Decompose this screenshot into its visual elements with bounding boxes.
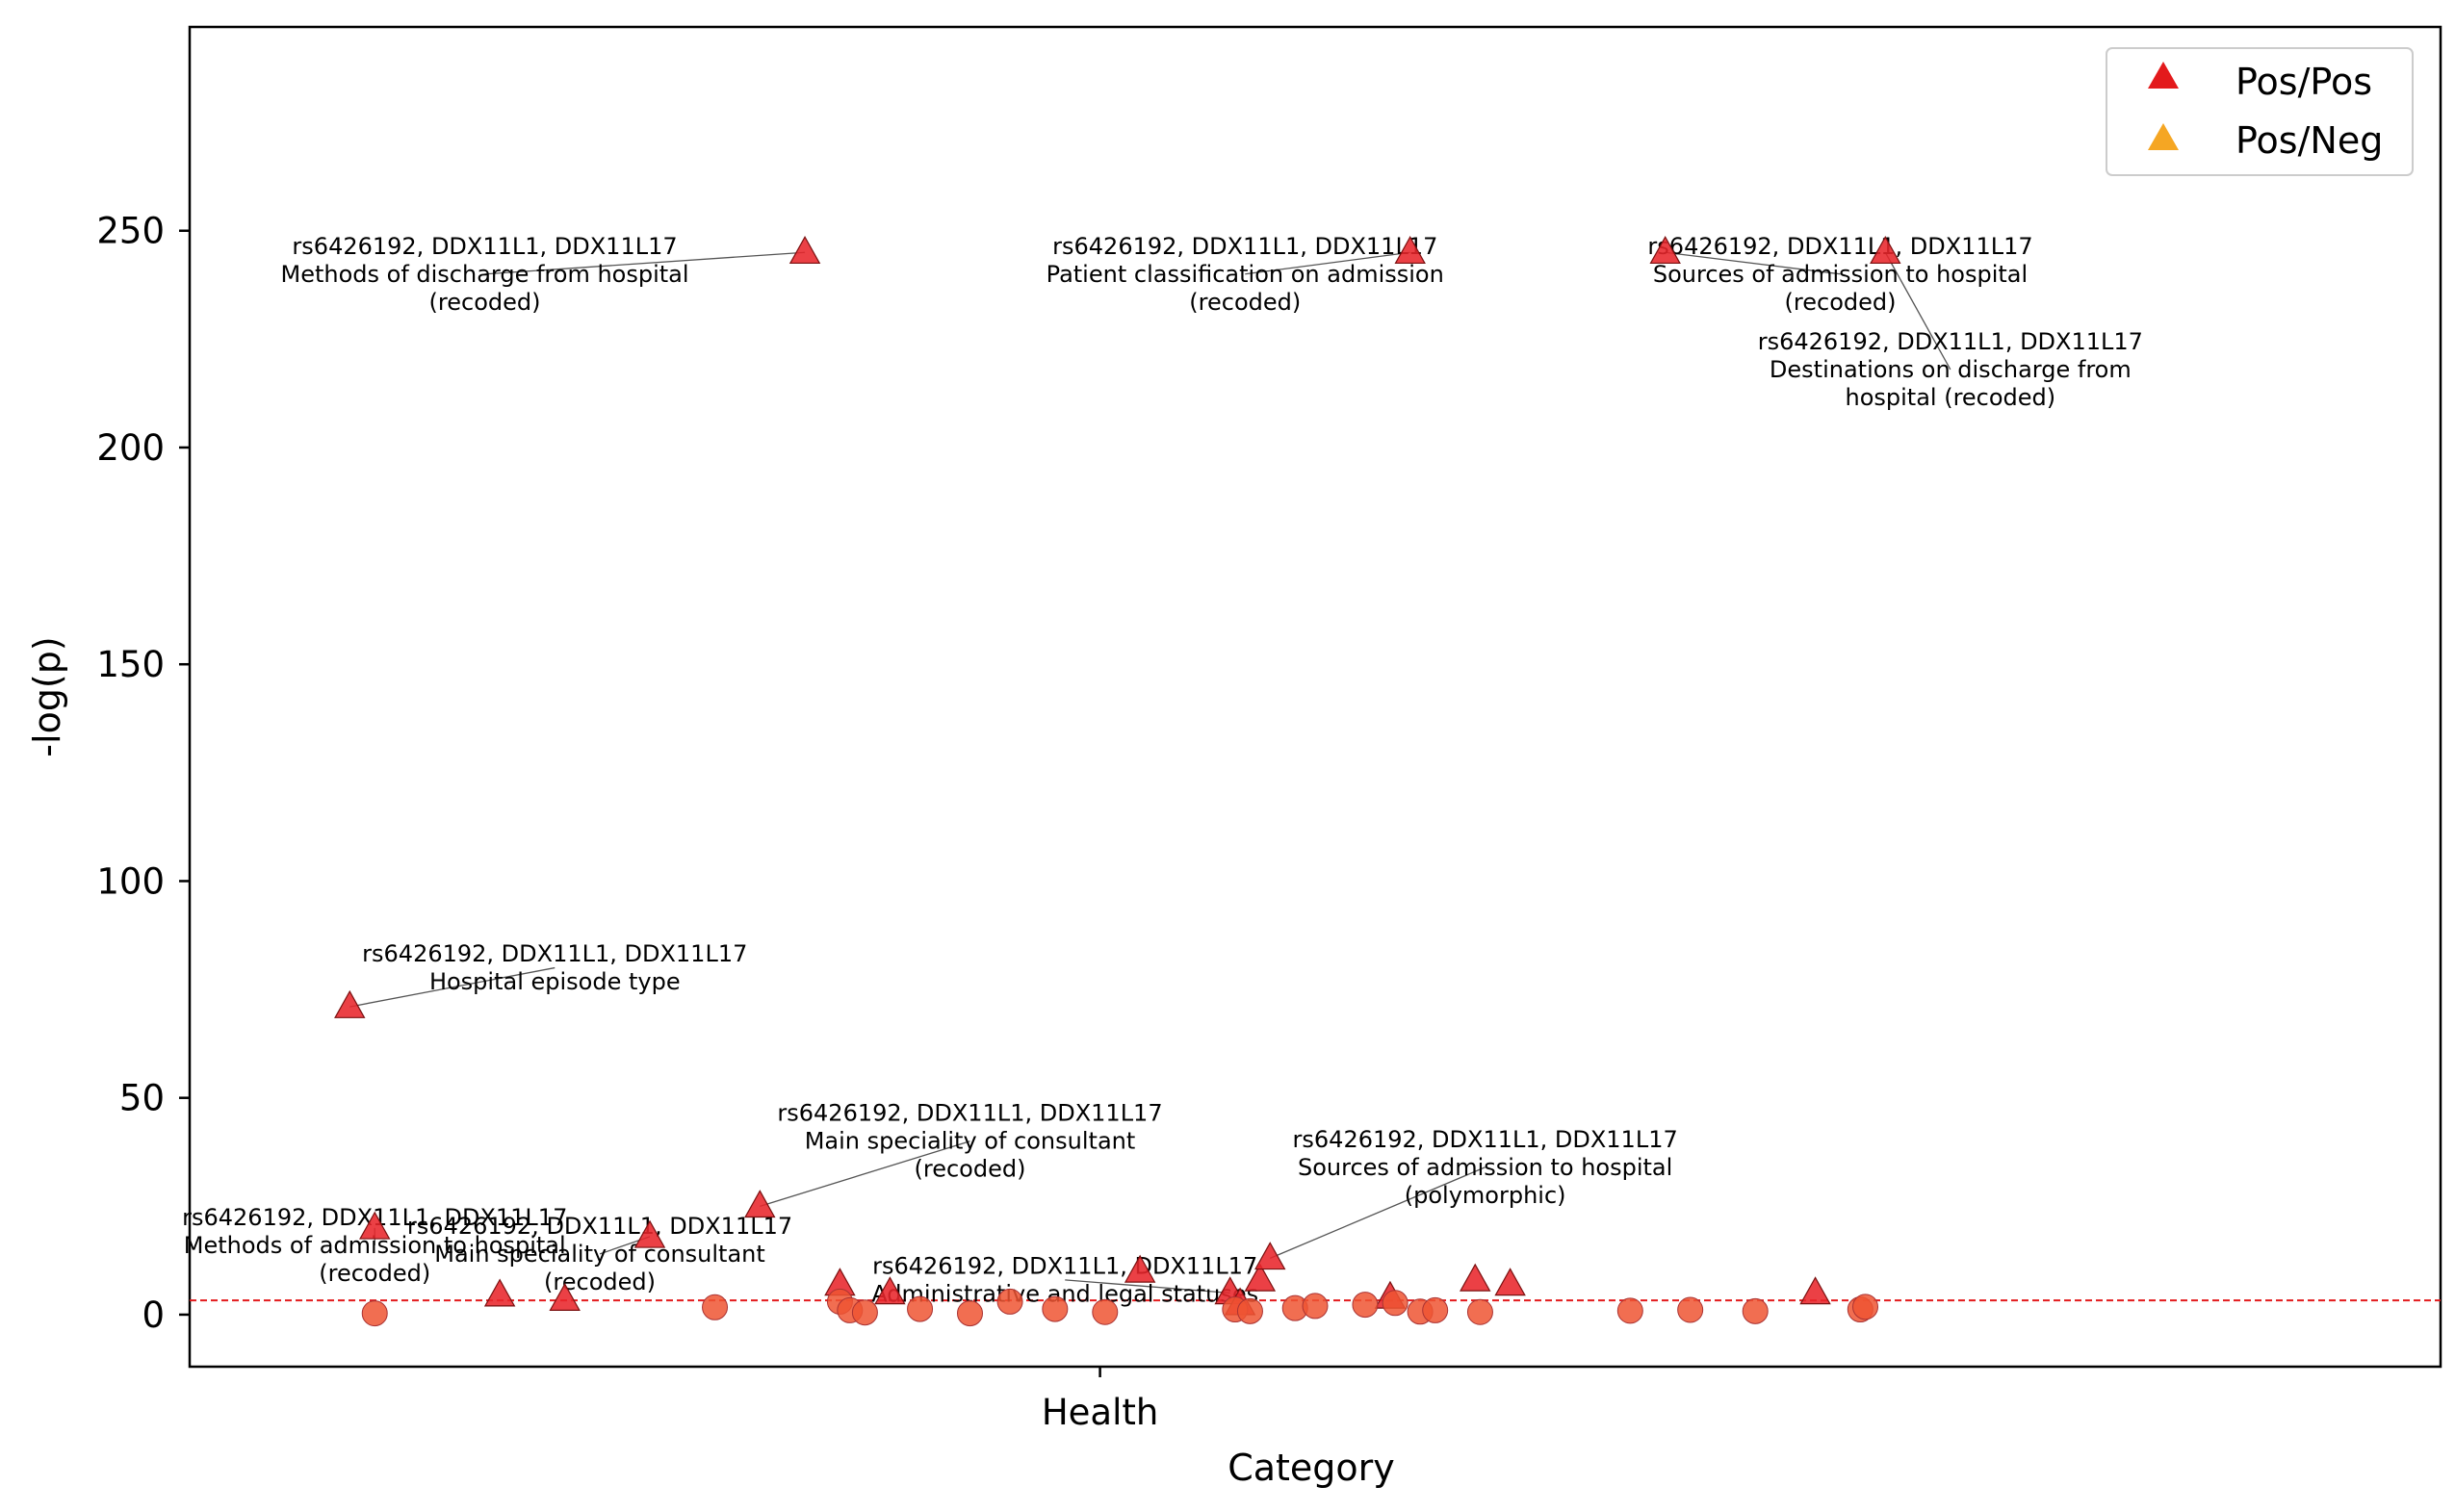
data-point-circle [957, 1300, 984, 1327]
legend-marker-pos-neg [2148, 123, 2179, 150]
data-point-circle [1302, 1293, 1329, 1320]
y-tick-label: 50 [119, 1078, 165, 1119]
annotation-label: Sources of admission to hospital [1298, 1154, 1672, 1181]
annotation-label: Destinations on discharge from [1770, 356, 2132, 383]
annotation-leader-line [1665, 251, 1841, 275]
y-tick-label: 0 [142, 1294, 165, 1336]
data-point-triangle [359, 1211, 391, 1240]
data-point-triangle [1649, 236, 1681, 265]
annotation-label: Methods of discharge from hospital [280, 261, 688, 288]
annotation-label: Sources of admission to hospital [1653, 261, 2028, 288]
data-point-triangle [1494, 1268, 1526, 1296]
data-point-triangle [334, 989, 366, 1018]
data-point-circle [1677, 1296, 1704, 1323]
data-point-circle [1616, 1297, 1643, 1324]
annotation-label: Hospital episode type [429, 968, 681, 995]
data-point-triangle [1394, 236, 1426, 265]
data-point-circle [1422, 1296, 1449, 1323]
legend-label-pos-pos: Pos/Pos [2235, 61, 2372, 103]
data-point-circle [907, 1295, 934, 1322]
annotation-label: rs6426192, DDX11L1, DDX11L17 [362, 940, 747, 967]
annotation-label: rs6426192, DDX11L1, DDX11L17 [872, 1252, 1257, 1279]
annotation-leader-line [760, 1140, 970, 1207]
data-point-triangle [1870, 236, 1901, 265]
annotation-label: rs6426192, DDX11L1, DDX11L17 [777, 1100, 1162, 1127]
data-point-circle [1382, 1290, 1408, 1317]
axis-layer: 0 50 100 150 200 250 Health [96, 211, 1158, 1433]
x-tick-label: Health [1042, 1392, 1159, 1433]
data-point-triangle [549, 1282, 581, 1311]
annotation-label: (recoded) [1189, 289, 1301, 316]
annotation-label: (recoded) [1785, 289, 1897, 316]
annotation-label: rs6426192, DDX11L1, DDX11L17 [1052, 233, 1437, 260]
legend-frame [2106, 47, 2414, 176]
annotation-label: rs6426192, DDX11L1, DDX11L17 [292, 233, 677, 260]
annotation-leader-line [349, 966, 556, 1008]
annotation-label: (polymorphic) [1405, 1182, 1566, 1209]
data-point-circle [1466, 1298, 1493, 1325]
data-point-circle [702, 1294, 729, 1320]
annotation-label: rs6426192, DDX11L1, DDX11L17 [1293, 1126, 1678, 1153]
annotation-leader-line [1269, 1166, 1486, 1259]
annotation-label: Main speciality of consultant [434, 1241, 765, 1268]
data-point-triangle [1254, 1242, 1286, 1270]
data-point-circle [1352, 1292, 1379, 1319]
data-point-circle [1742, 1297, 1769, 1324]
data-point-triangle [1244, 1263, 1277, 1292]
y-tick-label: 150 [96, 644, 165, 685]
data-point-circle [1236, 1297, 1263, 1324]
legend: Pos/Pos Pos/Neg [2106, 47, 2414, 176]
y-tick-label: 100 [96, 860, 165, 902]
annotation-label: (recoded) [429, 289, 541, 316]
annotation-label: Main speciality of consultant [805, 1128, 1136, 1155]
plot-area-frame [188, 25, 2442, 1369]
data-point-circle [996, 1288, 1023, 1315]
annotation-leader-line [1884, 251, 1951, 371]
data-point-circle [1852, 1294, 1879, 1320]
annotation-label: rs6426192, DDX11L1, DDX11L17 [407, 1213, 792, 1240]
annotation-leader-line [484, 251, 806, 275]
annotation-label: rs6426192, DDX11L1, DDX11L17 [1758, 328, 2143, 355]
annotation-leader-line [1065, 1279, 1230, 1294]
annotation-label: (recoded) [319, 1260, 430, 1287]
annotation-label: (recoded) [915, 1156, 1026, 1183]
data-point-triangle [1124, 1254, 1156, 1283]
data-point-circle [361, 1300, 388, 1327]
data-point-circle [851, 1299, 878, 1326]
data-point-circle [1042, 1295, 1069, 1322]
legend-marker-pos-pos [2148, 62, 2179, 89]
annotation-label: rs6426192, DDX11L1, DDX11L17 [1647, 233, 2032, 260]
data-point-triangle [1460, 1263, 1491, 1292]
y-axis-label: -log(p) [26, 636, 68, 756]
x-axis-label: Category [1228, 1447, 1395, 1489]
data-point-triangle [483, 1278, 516, 1307]
y-tick-label: 200 [96, 427, 165, 469]
annotation-label: hospital (recoded) [1845, 384, 2055, 411]
data-point-triangle [788, 236, 821, 265]
data-point-circle [1092, 1298, 1119, 1325]
legend-label-pos-neg: Pos/Neg [2235, 119, 2383, 162]
annotation-label: Patient classification on admission [1047, 261, 1444, 288]
data-point-triangle [874, 1276, 906, 1305]
data-point-triangle [633, 1219, 666, 1248]
annotation-leader-line [1245, 251, 1410, 275]
marker-layer [334, 236, 1901, 1327]
y-tick-label: 250 [96, 211, 165, 252]
data-point-triangle [744, 1190, 776, 1218]
data-point-triangle [1799, 1276, 1831, 1305]
